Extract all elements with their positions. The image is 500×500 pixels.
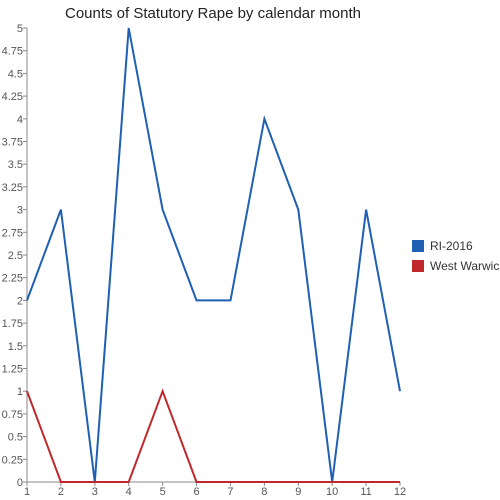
x-axis: 1 2 3 4 5 6 7 8 9 10 11 12: [24, 481, 406, 498]
y-tick-label: 1.5: [8, 341, 23, 353]
chart-title: Counts of Statutory Rape by calendar mon…: [65, 5, 361, 22]
series-line-2: [26, 388, 400, 483]
y-tick-label: 3.25: [2, 182, 23, 194]
legend-label: West Warwick: [430, 259, 500, 273]
series-line-1: [26, 27, 401, 483]
x-tick-label: 7: [227, 486, 233, 498]
x-tick-label: 8: [261, 486, 267, 498]
y-tick-label: 1.75: [2, 318, 23, 330]
x-tick-label: 5: [160, 486, 166, 498]
x-tick-label: 3: [92, 486, 98, 498]
x-tick-label: 12: [394, 486, 406, 498]
y-tick-label: 0.25: [2, 454, 23, 466]
legend: RI-2016 West Warwick: [412, 239, 500, 273]
series-group: [26, 27, 401, 483]
y-tick-label: 3: [17, 205, 23, 217]
x-tick-label: 10: [326, 486, 338, 498]
y-tick-label: 2.25: [2, 273, 23, 285]
y-tick-label: 4: [17, 114, 23, 126]
y-axis: 0 0.25 0.5 0.75 1 1.25 1.5 1.75 2 2.25 2.5 2.75 3 3.2…: [2, 23, 28, 489]
x-tick-label: 4: [126, 486, 132, 498]
y-tick-label: 2.5: [8, 250, 23, 262]
x-tick-label: 9: [295, 486, 301, 498]
y-tick-label: 0.5: [8, 432, 23, 444]
legend-swatch: [412, 260, 424, 272]
x-tick-label: 6: [193, 486, 199, 498]
y-tick-label: 0.75: [2, 409, 23, 421]
y-tick-label: 5: [17, 23, 23, 35]
y-tick-label: 4.25: [2, 91, 23, 103]
x-tick-label: 11: [360, 486, 371, 498]
x-tick-label: 1: [24, 486, 30, 498]
y-tick-label: 4.5: [8, 68, 23, 80]
x-tick-label: 2: [58, 486, 64, 498]
legend-label: RI-2016: [430, 239, 473, 253]
legend-swatch: [412, 240, 424, 252]
y-tick-label: 1: [17, 386, 23, 398]
y-tick-label: 3.75: [2, 137, 23, 149]
y-tick-label: 1.25: [2, 364, 23, 376]
y-tick-label: 2: [17, 295, 23, 307]
y-tick-label: 2.75: [2, 227, 23, 239]
y-tick-label: 4.75: [2, 46, 23, 58]
y-tick-label: 0: [17, 477, 23, 489]
y-tick-label: 3.5: [8, 159, 23, 171]
